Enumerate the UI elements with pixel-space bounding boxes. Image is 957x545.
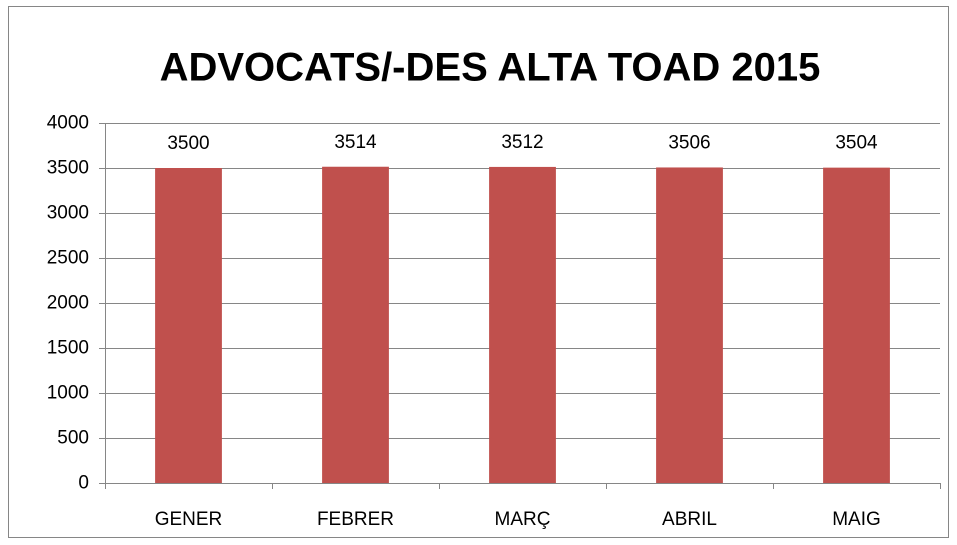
data-label: 3504 xyxy=(835,133,878,154)
y-tick-label: 2500 xyxy=(47,248,89,269)
bar xyxy=(155,168,222,483)
y-tick-label: 3000 xyxy=(47,203,89,224)
y-tick-label: 1500 xyxy=(47,338,89,359)
data-label: 3514 xyxy=(334,132,377,153)
data-label: 3500 xyxy=(167,133,209,154)
x-tick-label: MARÇ xyxy=(495,509,551,530)
x-tick-label: MAIG xyxy=(832,509,881,530)
y-tick-label: 2000 xyxy=(47,293,89,314)
x-tick-label: ABRIL xyxy=(662,509,717,530)
data-label: 3512 xyxy=(501,132,543,153)
y-tick-label: 4000 xyxy=(47,113,89,134)
y-tick-label: 3500 xyxy=(47,158,89,179)
bar xyxy=(322,166,389,484)
data-label: 3506 xyxy=(668,132,710,153)
x-tick-label: GENER xyxy=(155,509,223,530)
y-tick-label: 500 xyxy=(57,428,89,449)
bar xyxy=(489,166,556,484)
bar xyxy=(823,167,890,483)
x-tick-label: FEBRER xyxy=(317,509,394,530)
bar xyxy=(656,167,723,483)
y-tick-label: 1000 xyxy=(47,383,89,404)
y-tick-label: 0 xyxy=(78,473,89,494)
chart-title: ADVOCATS/-DES ALTA TOAD 2015 xyxy=(160,46,821,90)
